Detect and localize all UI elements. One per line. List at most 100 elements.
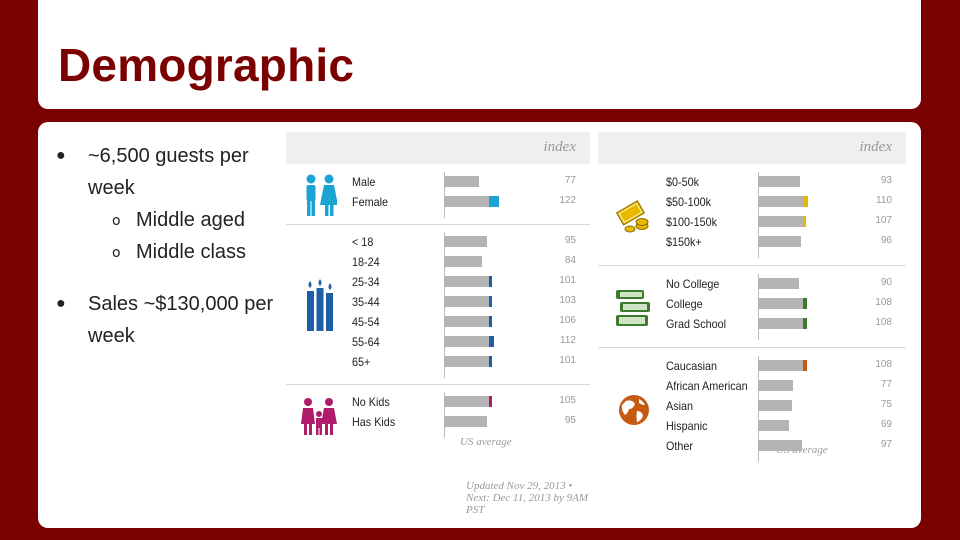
above-average-bar [489,356,492,367]
row-label: < 18 [352,235,374,249]
row-label: 18-24 [352,255,380,269]
books-icon [614,288,654,333]
globe-icon [617,393,651,432]
index-value: 77 [564,175,576,186]
index-bar [444,276,489,287]
index-bar [444,196,489,207]
index-bar [444,176,479,187]
group-divider [598,347,906,348]
index-value: 112 [560,335,576,346]
family-icon [301,396,339,441]
index-bar [758,236,802,247]
index-bar [758,420,790,431]
index-value: 108 [875,317,892,328]
index-value: 122 [559,195,576,206]
row-label: Hispanic [666,419,708,433]
above-average-bar [489,396,492,407]
row-label: 55-64 [352,335,380,349]
index-bar [758,440,802,451]
content-card: ● ~6,500 guests per week o Middle aged o Mi… [38,122,921,528]
bullet-dot: ● [56,147,66,164]
index-value: 108 [875,359,892,370]
index-value: 93 [880,175,892,186]
row-label: $0-50k [666,175,700,189]
bullet-item: ● Sales ~$130,000 per week [52,288,292,352]
sub-bullet-marker: o [112,245,121,261]
index-bar [758,380,793,391]
index-value: 101 [559,275,576,286]
row-label: 45-54 [352,315,380,329]
index-bar [444,316,489,327]
index-value: 90 [880,277,892,288]
panel-header: index [286,132,590,164]
row-label: Female [352,195,389,209]
index-value: 77 [880,379,892,390]
axis-line [444,172,445,218]
bullet-text: Sales ~$130,000 per week [88,293,274,347]
above-average-bar [489,196,499,207]
index-bar [758,196,803,207]
bullet-text: ~6,500 guests per week [88,145,249,199]
index-bar [444,236,487,247]
above-average-bar [803,318,807,329]
index-bar [444,416,487,427]
index-value: 84 [564,255,576,266]
bullet-dot: ● [56,295,66,312]
index-bar [444,336,489,347]
index-bar [758,318,803,329]
sub-bullet-text: Middle aged [136,209,245,231]
above-average-bar [489,276,492,287]
row-label: Caucasian [666,359,718,373]
row-label: No College [666,277,720,291]
row-label: $100-150k [666,215,718,229]
page-title: Demographic [58,39,355,91]
index-header: index [543,139,576,155]
gender-icon [303,173,338,224]
sub-bullet-marker: o [112,213,121,229]
row-label: College [666,297,703,311]
index-bar [758,360,803,371]
bullet-item: ● ~6,500 guests per week [52,140,292,204]
bullet-list: ● ~6,500 guests per week o Middle aged o Mi… [52,140,292,352]
group-divider [286,224,590,225]
index-bar [444,296,489,307]
index-value: 101 [559,355,576,366]
above-average-bar [803,298,807,309]
sub-bullet-item: o Middle aged [52,204,292,236]
index-value: 95 [564,415,576,426]
row-label: African American [666,379,748,393]
row-label: Has Kids [352,415,396,429]
row-label: Asian [666,399,694,413]
index-value: 110 [876,195,892,206]
row-label: Other [666,439,694,453]
above-average-bar [489,336,495,347]
index-value: 95 [564,235,576,246]
axis-line [758,172,759,258]
index-header: index [859,139,892,155]
above-average-bar [803,216,807,227]
index-bar [444,396,489,407]
sub-bullet-item: o Middle class [52,236,292,268]
above-average-bar [489,296,492,307]
index-bar [758,298,803,309]
index-bar [758,278,799,289]
above-average-bar [489,316,492,327]
index-bar [758,400,792,411]
index-value: 69 [880,419,892,430]
row-label: $150k+ [666,235,702,249]
sub-bullet-text: Middle class [136,241,247,263]
demographics-panel-right: index US average $0-50k 93 $50-100k 110 $100… [598,132,906,512]
row-label: Male [352,175,376,189]
money-icon [615,198,652,239]
row-label: No Kids [352,395,390,409]
index-bar [444,256,482,267]
index-value: 108 [875,297,892,308]
title-card: Demographic [38,0,921,109]
age-candles-icon [305,279,335,338]
row-label: 65+ [352,355,371,369]
index-value: 105 [559,395,576,406]
row-label: 25-34 [352,275,380,289]
index-value: 97 [880,439,892,450]
row-label: Grad School [666,317,727,331]
index-value: 75 [880,399,892,410]
